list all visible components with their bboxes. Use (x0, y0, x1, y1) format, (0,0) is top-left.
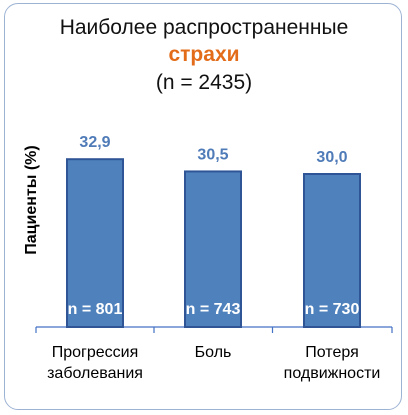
bar-n-label: n = 801 (68, 301, 123, 318)
bar (66, 158, 124, 328)
bar-value-label: 30,0 (316, 149, 347, 166)
category-label: Потеря (305, 344, 358, 361)
category-label: заболевания (47, 365, 143, 382)
bar-n-label: n = 743 (186, 301, 241, 318)
category-label: Прогрессия (52, 344, 139, 361)
bar (184, 170, 242, 328)
category-label: Боль (195, 344, 232, 361)
category-label: подвижности (284, 365, 381, 382)
bar-n-label: n = 730 (305, 301, 360, 318)
bar (303, 173, 361, 328)
chart-title-sample-size: (n = 2435) (155, 71, 253, 94)
bar-value-label: 32,9 (79, 134, 110, 151)
chart-title-line1: Наиболее распространенные (59, 16, 349, 39)
y-axis-label: Пациенты (%) (23, 145, 40, 254)
chart-title-highlight: страхи (168, 43, 240, 66)
bar-value-label: 30,5 (197, 146, 228, 163)
